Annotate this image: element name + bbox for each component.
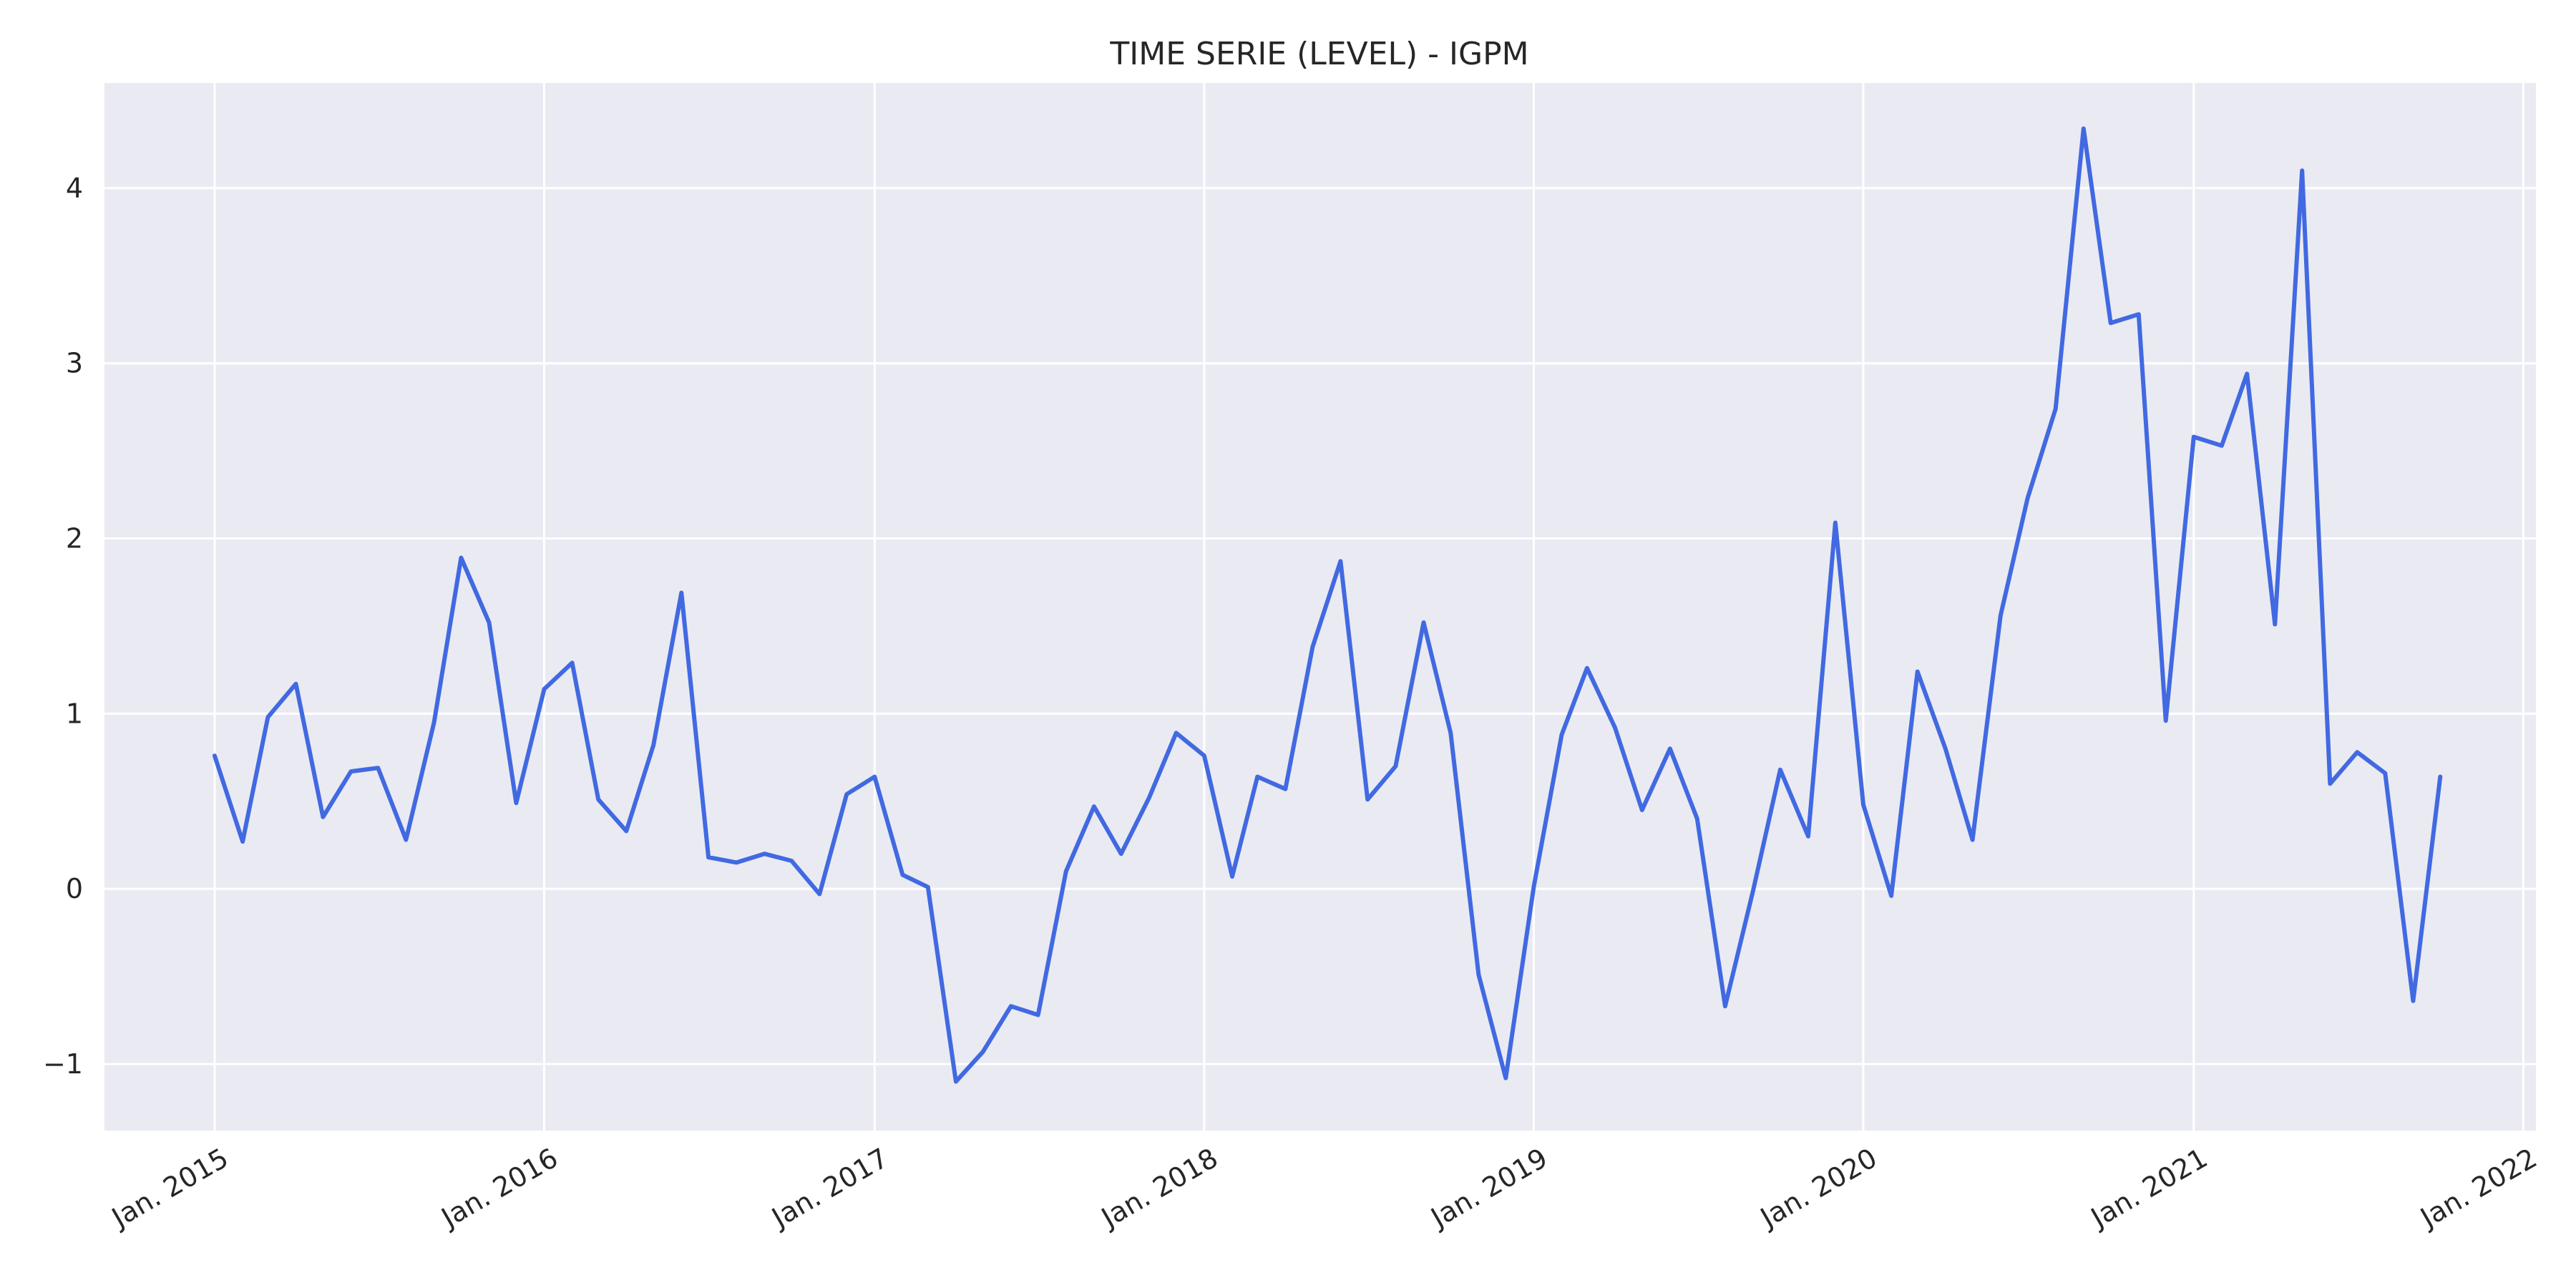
y-tick-label: 3 <box>66 348 83 379</box>
x-tick-label: Jan. 2017 <box>766 1142 894 1234</box>
grid <box>104 83 2536 1131</box>
y-tick-label: 4 <box>66 172 83 204</box>
chart-title: TIME SERIE (LEVEL) - IGPM <box>1109 36 1528 72</box>
series-layer <box>212 126 2443 1084</box>
x-tick-label: Jan. 2021 <box>2084 1142 2212 1234</box>
y-tick-label: −1 <box>43 1048 83 1080</box>
x-tick-label: Jan. 2022 <box>2414 1142 2542 1234</box>
series-line <box>212 126 2443 1084</box>
y-tick-label: 2 <box>66 523 83 555</box>
plot-area <box>104 83 2536 1131</box>
y-tick-label: 0 <box>66 873 83 904</box>
x-tick-label: Jan. 2020 <box>1754 1142 1882 1234</box>
x-tick-label: Jan. 2016 <box>435 1142 563 1234</box>
x-tick-label: Jan. 2019 <box>1425 1142 1553 1234</box>
y-tick-label: 1 <box>66 698 83 729</box>
y-axis: −1 0 1 2 3 4 <box>43 172 83 1080</box>
x-tick-label: Jan. 2015 <box>105 1142 233 1234</box>
x-tick-label: Jan. 2018 <box>1095 1142 1223 1234</box>
x-axis: Jan. 2015 Jan. 2016 Jan. 2017 Jan. 2018 Jan.… <box>105 1142 2542 1234</box>
